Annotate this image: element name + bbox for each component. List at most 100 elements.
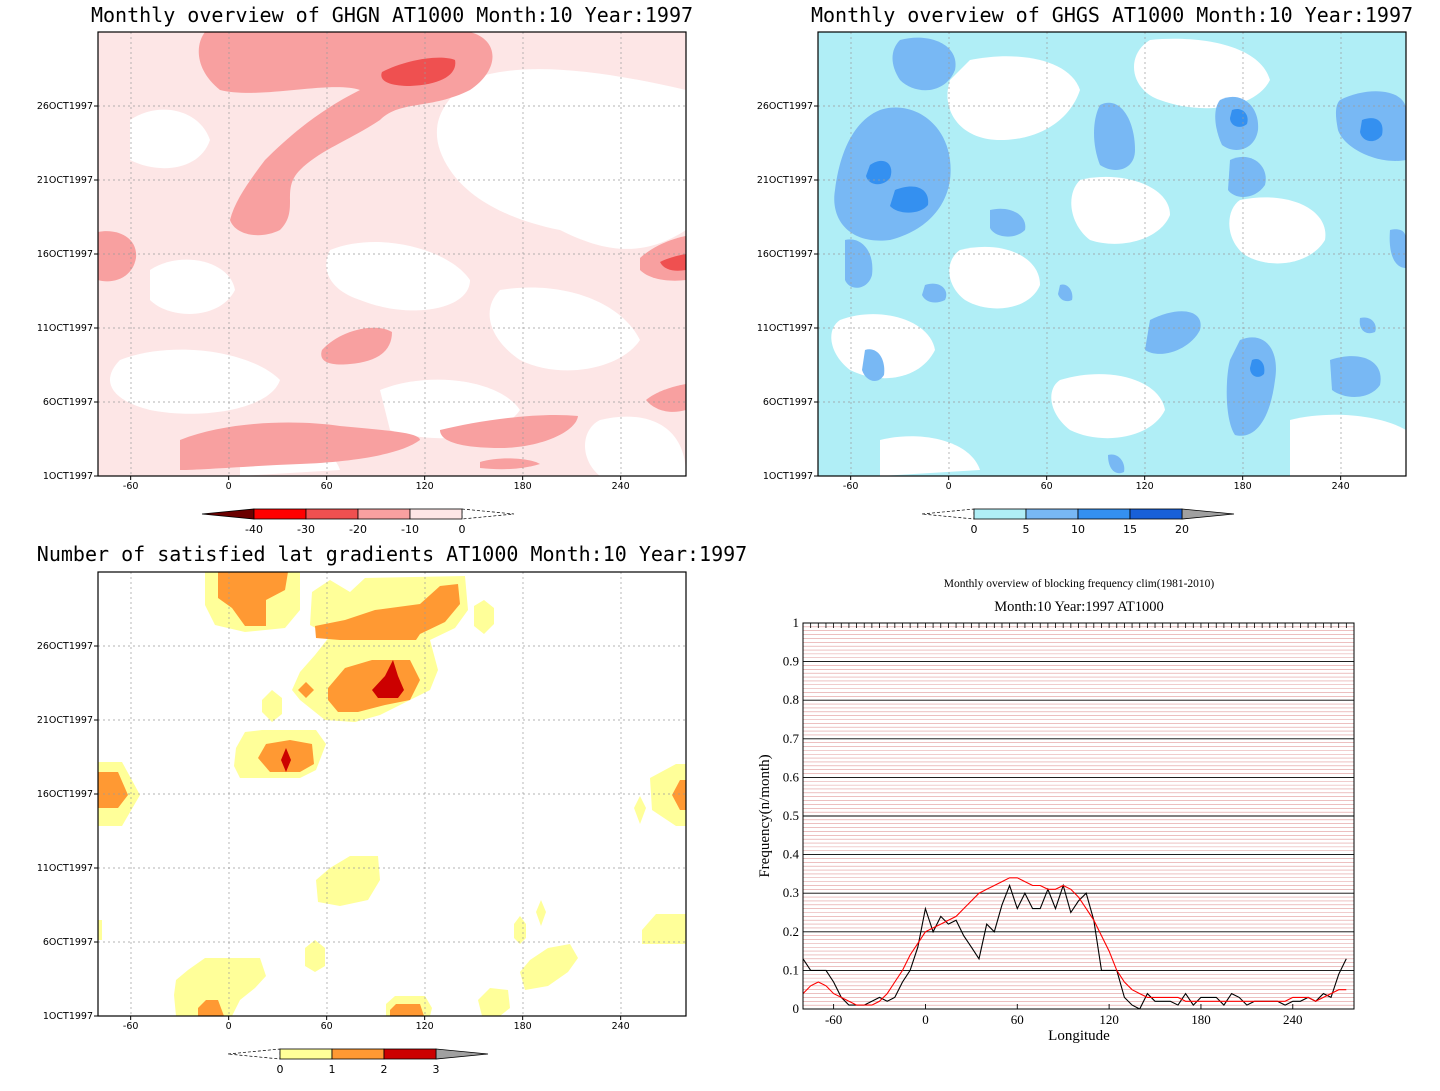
colorbar-tick-label: 2 — [381, 1063, 388, 1076]
ghgn-white-region — [150, 259, 235, 314]
gradients-level-0-region — [478, 988, 510, 1016]
ghgn-colorbar: -40 -30 -20 -10 0 — [201, 508, 515, 536]
colorbar-tick-label: 5 — [1023, 523, 1030, 536]
ghgn-level-10-region — [321, 327, 392, 365]
ghgs-level-10-core — [1360, 118, 1383, 142]
ghgs-level-5-region — [1359, 317, 1376, 334]
y-tick-label: 1OCT1997 — [43, 471, 93, 482]
y-tick-label: 1 — [793, 615, 800, 630]
ghgs-white-region — [1290, 414, 1406, 476]
ghgn-level-20-core — [381, 57, 456, 86]
gradients-level-0-region — [650, 764, 686, 826]
x-tick-label: 0 — [922, 1012, 929, 1027]
ghgs-level-5-region — [1058, 284, 1073, 302]
x-tick-label: 0 — [226, 1021, 232, 1032]
ghgs-level-5-region — [1145, 311, 1201, 354]
ghgs-panel: Monthly overview of GHGS AT1000 Month:10… — [757, 3, 1413, 536]
ghgs-colorbar: 0 5 10 15 20 — [921, 508, 1235, 536]
gradients-level-0-region — [262, 690, 282, 722]
blocking-y-label: Frequency(n/month) — [757, 754, 773, 877]
x-tick-label: 180 — [514, 1021, 532, 1032]
y-tick-label: 0.3 — [783, 885, 799, 900]
blocking-frame — [802, 622, 1355, 1010]
y-tick-label: 26OCT1997 — [37, 101, 93, 112]
blocking-title: Monthly overview of blocking frequency c… — [944, 578, 1215, 590]
ghgn-white-region — [585, 416, 686, 476]
x-tick-label: 60 — [321, 481, 333, 492]
ghgs-gridlines — [818, 32, 1406, 476]
ghgs-level-5-region — [1330, 356, 1381, 397]
ghgs-level-10-core — [890, 186, 929, 213]
x-tick-label: 120 — [1099, 1012, 1119, 1027]
ghgs-level-5-region — [845, 239, 873, 288]
x-tick-label: 180 — [1234, 481, 1252, 492]
colorbar-segment — [1129, 508, 1183, 520]
colorbar-low-arrow — [921, 508, 975, 520]
gradients-level-0-region — [642, 914, 686, 944]
ghgn-panel: Monthly overview of GHGN AT1000 Month:10… — [37, 3, 693, 536]
colorbar-segment — [1025, 508, 1079, 520]
colorbar-low-arrow — [227, 1048, 281, 1060]
gradients-level-1-region — [218, 572, 288, 626]
gradients-panel: Number of satisfied lat gradients AT1000… — [37, 542, 747, 1076]
ghgs-white-region — [1229, 197, 1326, 264]
y-tick-label: 0.9 — [783, 654, 799, 669]
y-tick-label: 21OCT1997 — [37, 715, 93, 726]
colorbar-high-arrow — [435, 1048, 489, 1060]
colorbar-tick-label: -10 — [401, 523, 419, 536]
blocking-x-axis: -60 0 60 120 180 240 — [825, 1004, 1303, 1027]
gradients-level-1-region — [198, 1000, 224, 1016]
blocking-major-gridlines — [803, 623, 1354, 971]
y-tick-label: 6OCT1997 — [763, 397, 813, 408]
y-tick-label: 0.7 — [783, 731, 800, 746]
ghgn-white-region — [326, 241, 470, 311]
y-tick-label: 26OCT1997 — [757, 101, 813, 112]
colorbar-segment — [253, 508, 307, 520]
ghgs-level-10-core — [866, 160, 892, 185]
gradients-level-0-region — [536, 900, 546, 926]
y-tick-label: 16OCT1997 — [37, 249, 93, 260]
gradients-level-0-region — [174, 958, 266, 1016]
ghgs-level-5-region — [1094, 102, 1135, 170]
ghgs-level-5-region — [862, 349, 885, 382]
ghgs-level-5-region — [1389, 229, 1406, 268]
gradients-title: Number of satisfied lat gradients AT1000… — [37, 542, 747, 566]
gradients-level-0-region — [305, 940, 325, 972]
x-tick-label: 0 — [226, 481, 232, 492]
colorbar-tick-label: 15 — [1123, 523, 1137, 536]
ghgn-level-10-region — [646, 384, 686, 412]
ghgn-level-10-region — [480, 458, 540, 470]
y-tick-label: 21OCT1997 — [37, 175, 93, 186]
colorbar-low-arrow — [201, 508, 255, 520]
y-tick-label: 0.8 — [783, 692, 799, 707]
ghgn-gridlines — [98, 32, 686, 476]
x-tick-label: 180 — [1191, 1012, 1211, 1027]
blocking-series-layer — [803, 877, 1347, 1009]
y-tick-label: 16OCT1997 — [757, 249, 813, 260]
y-tick-label: 11OCT1997 — [37, 863, 93, 874]
y-tick-label: 0.1 — [783, 962, 799, 977]
x-tick-label: -60 — [843, 481, 859, 492]
y-tick-label: 0.6 — [783, 769, 800, 784]
colorbar-segment — [973, 508, 1027, 520]
ghgs-level-5-region — [1226, 337, 1276, 436]
x-tick-label: -60 — [825, 1012, 842, 1027]
ghgn-x-axis: -60 0 60 120 180 240 — [123, 476, 630, 492]
gradients-contour-field — [98, 572, 686, 1016]
x-tick-label: 240 — [1283, 1012, 1303, 1027]
x-tick-label: 60 — [321, 1021, 333, 1032]
ghgs-level-5-region — [892, 37, 956, 91]
ghgn-title: Monthly overview of GHGN AT1000 Month:10… — [91, 3, 693, 27]
x-tick-label: 240 — [612, 1021, 630, 1032]
ghgn-white-region — [110, 349, 280, 414]
colorbar-segment — [331, 1048, 385, 1060]
colorbar-tick-label: 0 — [459, 523, 466, 536]
colorbar-tick-label: 0 — [971, 523, 978, 536]
gradients-y-axis: 1OCT1997 6OCT1997 11OCT1997 16OCT1997 21OCT1… — [37, 641, 98, 1022]
ghgs-level-5-region — [922, 283, 947, 303]
y-tick-label: 1OCT1997 — [763, 471, 813, 482]
colorbar-tick-label: -20 — [349, 523, 367, 536]
ghgn-y-axis: 1OCT1997 6OCT1997 11OCT1997 16OCT1997 21OCT1… — [37, 101, 98, 482]
y-tick-label: 0.2 — [783, 924, 799, 939]
